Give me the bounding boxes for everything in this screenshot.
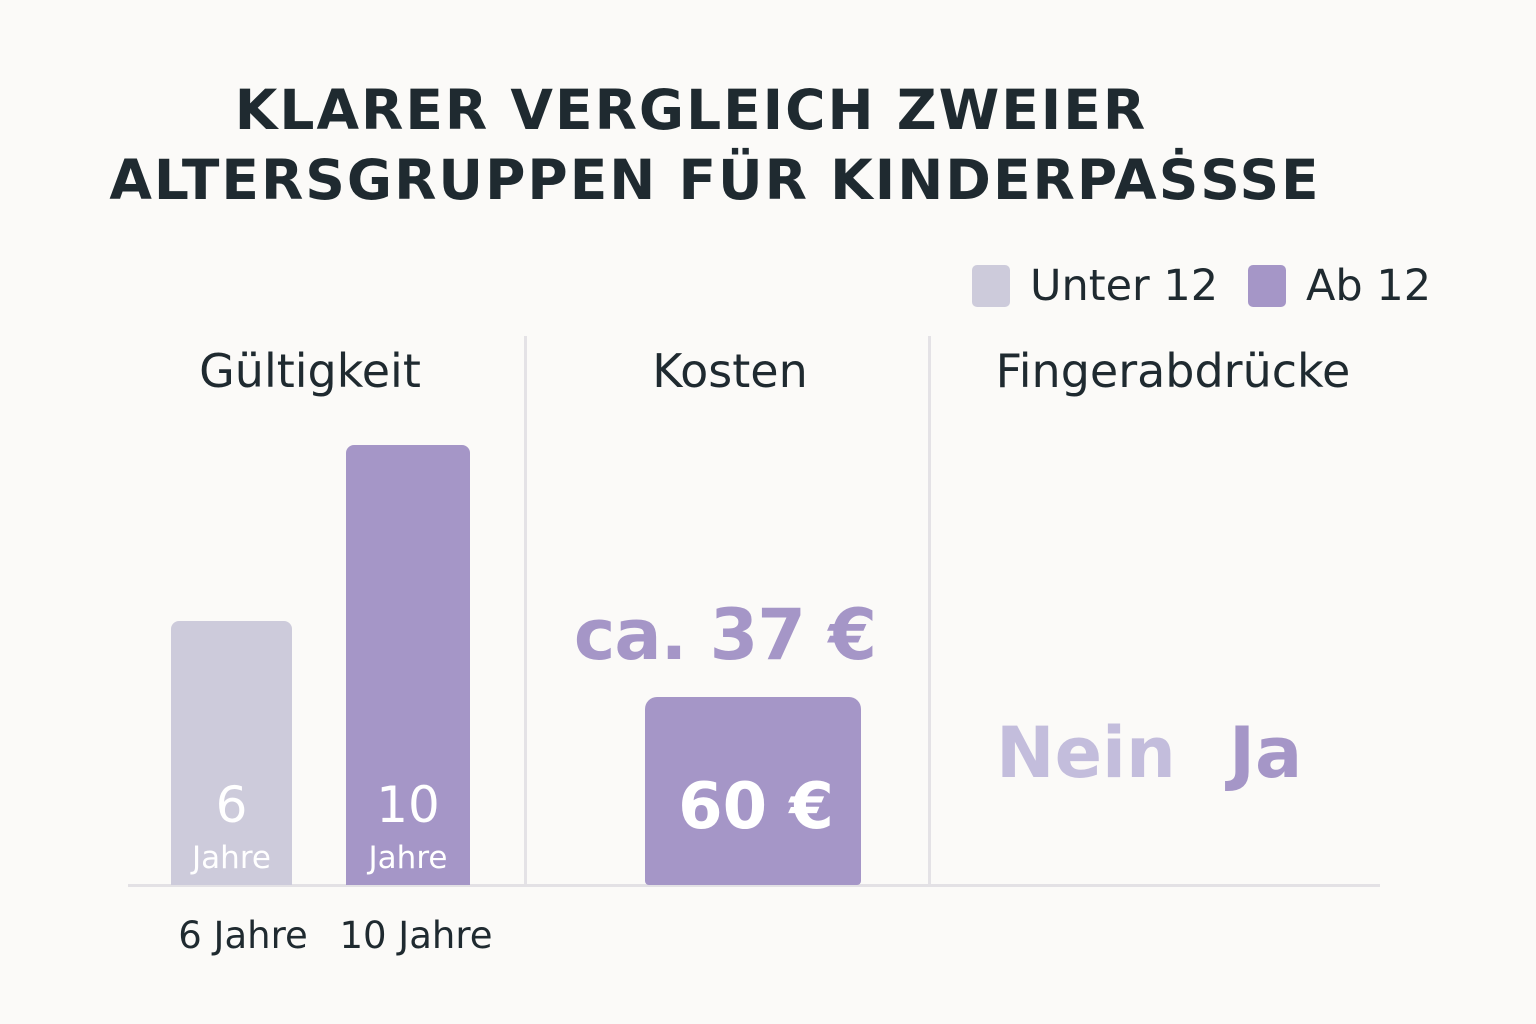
bar-value-label-unter-12: 6: [215, 776, 248, 834]
panel-divider-1: [524, 336, 527, 886]
cost-value-unter-12: ca. 37 €: [573, 594, 877, 676]
legend-label-ab-12: Ab 12: [1306, 261, 1432, 311]
panel-title-gueltigkeit: Gültigkeit: [199, 344, 421, 398]
panel-title-fingerabdruecke: Fingerabdrücke: [995, 344, 1351, 398]
bar-gueltigkeit-unter-12: [171, 621, 292, 885]
chart-title-line-2: ALTERSGRUPPEN FÜR KINDERPAṠSSE: [109, 148, 1321, 212]
x-tick-label-10-jahre: 10 Jahre: [339, 914, 493, 957]
cost-value-ab-12: 60 €: [678, 770, 834, 844]
legend-label-unter-12: Unter 12: [1030, 261, 1219, 311]
panel-title-kosten: Kosten: [652, 344, 808, 398]
bar-value-label-ab-12: 10: [376, 776, 440, 834]
bar-unit-label-ab-12: Jahre: [368, 840, 448, 876]
fingerprint-value-ab-12: Ja: [1229, 712, 1303, 794]
legend-swatch-unter-12: [972, 265, 1010, 307]
legend-item-ab-12: Ab 12: [1248, 260, 1431, 312]
panel-divider-2: [928, 336, 931, 886]
x-tick-label-6-jahre: 6 Jahre: [178, 914, 308, 957]
legend-item-unter-12: Unter 12: [972, 260, 1218, 312]
bar-unit-label-unter-12: Jahre: [192, 840, 271, 876]
chart-baseline: [128, 884, 1380, 887]
fingerprint-value-unter-12: Nein: [996, 712, 1176, 794]
chart-title-line-1: KLARER VERGLEICH ZWEIER: [234, 78, 1148, 142]
cost-box-ab-12: [645, 697, 861, 885]
bar-gueltigkeit-ab-12: [346, 445, 470, 885]
legend-swatch-ab-12: [1248, 265, 1286, 307]
